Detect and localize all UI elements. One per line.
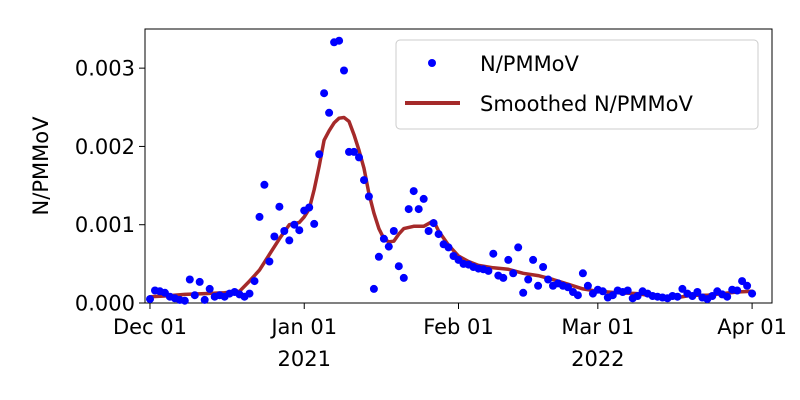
data-point — [544, 275, 553, 284]
data-point — [389, 227, 398, 235]
data-point — [404, 205, 413, 214]
data-point — [250, 277, 259, 286]
data-point — [200, 295, 209, 304]
x-tick-label: Feb 01 — [423, 315, 494, 339]
data-point — [499, 273, 508, 282]
data-point — [369, 284, 378, 293]
data-point — [678, 284, 687, 293]
data-point — [673, 292, 682, 301]
data-point — [399, 273, 408, 282]
data-point — [180, 296, 189, 305]
data-point — [384, 242, 393, 251]
data-point — [414, 205, 423, 214]
y-tick-label: 0.002 — [75, 135, 135, 159]
data-point — [320, 89, 329, 98]
x-tick-label: Jan 01 — [269, 315, 337, 339]
data-point — [524, 275, 533, 284]
data-point — [190, 291, 199, 300]
x-tick-label: Apr 01 — [717, 315, 787, 339]
data-point — [335, 36, 344, 45]
y-tick-label: 0.001 — [75, 213, 135, 237]
data-point — [185, 275, 194, 284]
data-point — [514, 243, 523, 252]
legend: N/PMMoV Smoothed N/PMMoV — [395, 39, 759, 130]
data-point — [633, 292, 642, 300]
data-point — [429, 219, 438, 228]
data-point — [364, 192, 373, 201]
data-point — [350, 147, 358, 156]
data-point — [360, 176, 368, 185]
y-axis: 0.000 0.001 0.002 0.003 — [75, 57, 145, 316]
data-point — [723, 292, 732, 301]
data-point — [325, 108, 334, 117]
data-point — [509, 269, 518, 278]
smoothed-series — [148, 115, 754, 301]
data-point — [529, 255, 538, 264]
data-point — [733, 286, 742, 295]
data-point — [394, 262, 403, 271]
data-point — [374, 252, 383, 261]
data-point — [355, 153, 363, 162]
data-point — [270, 232, 279, 241]
data-point — [265, 257, 274, 266]
data-point — [539, 263, 548, 271]
data-point — [598, 287, 607, 296]
data-point — [434, 230, 443, 239]
data-point — [573, 291, 582, 300]
data-point — [748, 289, 757, 298]
data-point — [260, 180, 269, 189]
legend-marker-points — [428, 59, 436, 67]
data-point — [205, 284, 214, 293]
x-year-label: 2021 — [278, 347, 331, 371]
data-point — [424, 227, 433, 235]
data-point — [195, 277, 204, 286]
legend-label-points: N/PMMoV — [480, 52, 580, 76]
data-point — [564, 283, 572, 292]
data-point — [534, 281, 543, 290]
data-point — [583, 281, 592, 290]
data-point — [504, 255, 513, 264]
data-point — [310, 219, 319, 228]
smoothed-line — [148, 115, 754, 301]
data-point — [285, 236, 294, 245]
data-point — [275, 202, 284, 211]
data-point — [444, 243, 453, 252]
data-point — [419, 194, 428, 203]
data-point — [315, 150, 324, 159]
data-point — [290, 220, 299, 229]
x-tick-label: Dec 01 — [113, 315, 187, 339]
data-point — [245, 289, 254, 298]
data-point — [578, 269, 587, 278]
x-tick-label: Mar 01 — [561, 315, 634, 339]
data-point — [738, 277, 747, 286]
data-point — [295, 226, 304, 235]
data-point — [623, 286, 632, 295]
y-axis-title: N/PMMoV — [29, 116, 53, 216]
data-point — [743, 281, 752, 290]
y-tick-label: 0.000 — [75, 292, 135, 316]
data-point — [340, 66, 348, 75]
data-point — [379, 234, 388, 243]
data-point — [255, 212, 264, 221]
data-point — [519, 288, 528, 297]
legend-frame — [395, 39, 759, 130]
data-point — [409, 187, 418, 196]
data-point — [146, 295, 154, 304]
x-axis: Dec 01 Jan 01 Feb 01 Mar 01 Apr 01 2021 2022 — [113, 303, 787, 371]
data-point — [280, 227, 289, 235]
data-point — [489, 249, 498, 258]
y-tick-label: 0.003 — [75, 57, 135, 81]
data-point — [484, 266, 493, 275]
data-point — [693, 288, 702, 296]
data-point — [708, 292, 717, 300]
points-series — [146, 36, 757, 305]
data-point — [305, 203, 314, 212]
x-year-label: 2022 — [571, 347, 624, 371]
legend-label-smoothed: Smoothed N/PMMoV — [480, 92, 693, 116]
